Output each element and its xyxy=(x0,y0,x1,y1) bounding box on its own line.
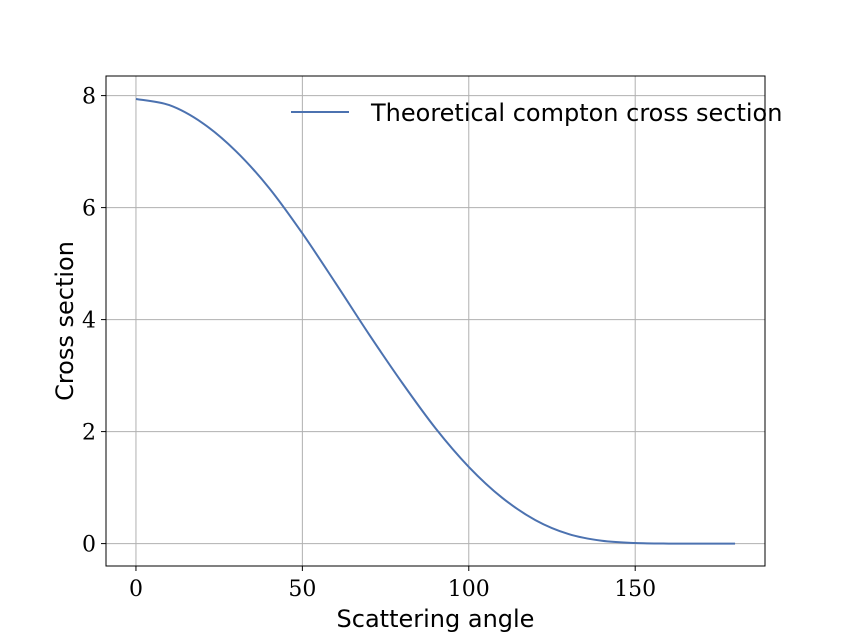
plot-frame xyxy=(105,75,766,567)
legend-label: Theoretical compton cross section xyxy=(370,99,782,127)
y-tick-label: 2 xyxy=(82,421,96,446)
x-tick-label: 100 xyxy=(448,577,490,602)
series-line xyxy=(135,97,736,545)
x-tick-label: 50 xyxy=(288,577,316,602)
x-tick-label: 150 xyxy=(614,577,656,602)
series-layer xyxy=(135,97,736,545)
y-tick-label: 0 xyxy=(82,533,96,558)
ticks: 0 50 100 150 0 2 4 6 8 xyxy=(82,85,656,602)
y-tick-label: 6 xyxy=(82,197,96,222)
x-tick-label: 0 xyxy=(129,577,143,602)
x-axis-label: Scattering angle xyxy=(337,605,535,633)
y-tick-label: 8 xyxy=(82,85,96,110)
legend: Theoretical compton cross section xyxy=(291,99,782,127)
y-tick-label: 4 xyxy=(82,309,96,334)
y-axis-label: Cross section xyxy=(51,241,79,401)
grid xyxy=(106,76,765,566)
